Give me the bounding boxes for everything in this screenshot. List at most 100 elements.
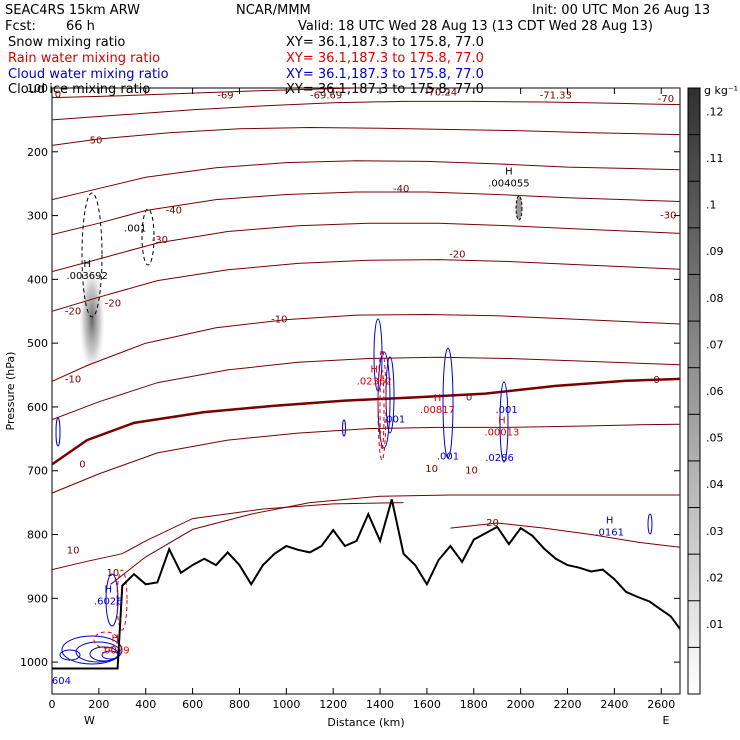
temperature-label: -40 <box>166 205 182 216</box>
snow-shading <box>79 265 105 375</box>
temperature-contour <box>52 377 680 466</box>
temperature-contour <box>450 522 680 548</box>
x-tick-label: 1600 <box>413 698 441 711</box>
temperature-contour <box>110 494 680 585</box>
rain-water-contours <box>93 349 387 649</box>
x-tick-label: 200 <box>88 698 109 711</box>
cloud-ice-contour <box>81 192 103 318</box>
temperature-label: -40 <box>393 184 409 195</box>
temperature-label: -69.69 <box>310 91 342 102</box>
temperature-contour <box>52 502 404 571</box>
cloud-water-contour <box>59 649 81 661</box>
temperature-label: 0 <box>466 392 472 403</box>
maximum-value: .6026 <box>94 597 123 608</box>
cloud-water-contour <box>499 381 509 463</box>
temperature-contour <box>52 222 680 273</box>
terrain-line <box>52 499 680 670</box>
temperature-label: 10 <box>425 464 438 475</box>
temperature-contour <box>52 126 680 146</box>
rain-water-contour <box>93 631 119 649</box>
snow-contour <box>515 195 523 221</box>
temperature-label: -70 <box>658 94 674 105</box>
temperature-contour <box>52 313 680 382</box>
colorbar-label: .01 <box>706 618 724 631</box>
x-tick-label: 2400 <box>600 698 628 711</box>
temperature-label: -10 <box>45 89 61 100</box>
temperature-label: -71.33 <box>540 91 572 102</box>
maximum-marker: H <box>83 259 91 270</box>
y-tick-label: 500 <box>27 337 48 350</box>
maximum-value: .0286 <box>485 453 514 464</box>
maximum-value: .003692 <box>66 271 107 282</box>
maximum-marker: H <box>505 167 513 178</box>
valid-time: Valid: 18 UTC Wed 28 Aug 13 (13 CDT Wed … <box>298 19 653 34</box>
maximum-value: .5604 <box>42 676 71 687</box>
cloud-water-contour <box>647 513 653 535</box>
maximum-marker: H <box>498 415 506 426</box>
temperature-label: 0 <box>653 375 659 386</box>
plot-frame <box>51 87 681 695</box>
maximum-value: .001 <box>124 223 146 234</box>
x-tick-label: 1000 <box>272 698 300 711</box>
x-axis-label: Distance (km) <box>327 716 404 729</box>
cloud-water-contour <box>105 573 119 627</box>
x-tick-label: 800 <box>229 698 250 711</box>
temperature-label: 10 <box>67 545 80 556</box>
maximum-marker: H <box>370 364 378 375</box>
forecast-hours: 66 h <box>66 19 95 34</box>
temperature-label: -30 <box>660 211 676 222</box>
init-time: Init: 00 UTC Mon 26 Aug 13 <box>532 3 710 18</box>
cloud-water-contour <box>61 635 123 665</box>
temperature-label: -20 <box>65 306 81 317</box>
maximum-value: .02362 <box>357 376 392 387</box>
temperature-contour <box>52 259 680 312</box>
rain-water-contour <box>377 349 387 461</box>
maximum-marker: H <box>104 585 112 596</box>
temperature-label: -50 <box>86 135 102 146</box>
colorbar-label: .04 <box>706 478 724 491</box>
maximum-marker: H <box>112 634 120 645</box>
y-axis-label: Pressure (hPa) <box>4 352 17 431</box>
x-tick-label: 1800 <box>460 698 488 711</box>
y-tick-label: 800 <box>27 529 48 542</box>
x-tick-label: 600 <box>182 698 203 711</box>
org-label: NCAR/MMM <box>236 3 311 18</box>
y-tick-label: 1000 <box>20 656 48 669</box>
cloud-water-contours <box>55 318 653 665</box>
maximum-value: .001 <box>495 405 517 416</box>
colorbar-label: .02 <box>706 571 724 584</box>
rain-water-contour <box>379 369 385 451</box>
model-title: SEAC4RS 15km ARW <box>5 3 140 18</box>
y-tick-label: 200 <box>27 146 48 159</box>
y-tick-label: 600 <box>27 401 48 414</box>
colorbar-label: .05 <box>706 432 724 445</box>
cloud-water-contour <box>442 347 454 459</box>
y-tick-label: 300 <box>27 210 48 223</box>
colorbar-label: .1 <box>706 199 717 212</box>
y-tick-label: 100 <box>27 82 48 95</box>
x-tick-label: 2000 <box>507 698 535 711</box>
colorbar-label: .11 <box>706 152 724 165</box>
maximum-marker: H <box>606 516 614 527</box>
cloud-water-contour <box>342 419 346 437</box>
east-label: E <box>662 714 669 727</box>
y-tick-label: 400 <box>27 273 48 286</box>
temperature-label: 10 <box>107 568 120 579</box>
temperature-label: 0 <box>79 459 85 470</box>
cloud-water-contour <box>55 417 61 447</box>
rain-water-contour <box>116 569 128 631</box>
temperature-contour <box>52 191 680 236</box>
temperature-contour <box>52 100 680 121</box>
maximum-value: .001 <box>437 452 459 463</box>
colorbar-label: .07 <box>706 338 724 351</box>
colorbar <box>687 87 701 695</box>
x-tick-label: 1400 <box>366 698 394 711</box>
colorbar-label: .03 <box>706 525 724 538</box>
temperature-label: -10 <box>65 375 81 386</box>
temperature-label: -20 <box>105 299 121 310</box>
maximum-value: .004055 <box>488 179 529 190</box>
cloud-ice-contour <box>141 208 155 266</box>
maximum-value: .0079 <box>101 646 130 657</box>
x-tick-label: 0 <box>49 698 56 711</box>
